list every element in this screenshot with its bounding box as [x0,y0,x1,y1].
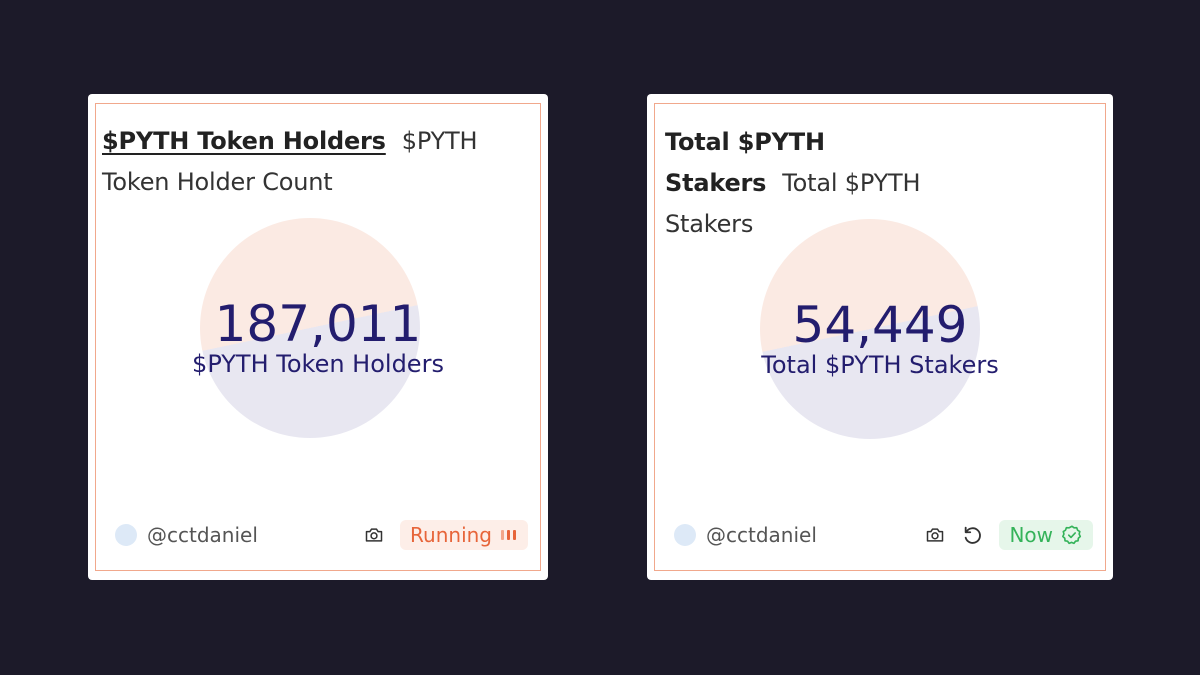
total-stakers-card: Total $PYTH Stakers Total $PYTH Stakers 5… [647,94,1113,580]
card-tools: Now [923,519,1093,551]
status-text: Running [410,523,492,547]
running-bars-icon [500,527,518,543]
card-title: $PYTH Token Holders $PYTH Token Holder Co… [102,121,482,203]
card-description: Total $PYTH Stakers [665,169,921,238]
token-holders-card: $PYTH Token Holders $PYTH Token Holder Co… [88,94,548,580]
author[interactable]: @cctdaniel [674,523,817,547]
author-handle: @cctdaniel [706,523,817,547]
card-description: $PYTH Token Holder Count [102,127,478,196]
author[interactable]: @cctdaniel [115,523,258,547]
counter-label: $PYTH Token Holders [192,350,444,378]
card-footer: @cctdaniel Now [667,519,1093,551]
camera-icon[interactable] [923,523,947,547]
refresh-icon[interactable] [961,523,985,547]
status-text: Now [1009,523,1053,547]
counter-background-circle [760,219,980,439]
card-tools: Running [362,519,528,551]
counter-stat: 187,011 $PYTH Token Holders [88,296,548,378]
counter-stat: 54,449 Total $PYTH Stakers [647,297,1113,379]
author-handle: @cctdaniel [147,523,258,547]
counter-value: 54,449 [792,296,968,354]
card-frame [95,103,541,571]
card-title-text: Total $PYTH Stakers [665,128,825,197]
card-frame [654,103,1106,571]
card-title-link[interactable]: $PYTH Token Holders [102,127,386,155]
avatar [674,524,696,546]
status-badge-now: Now [999,520,1093,550]
counter-background-circle [200,218,420,438]
camera-icon[interactable] [362,523,386,547]
card-title: Total $PYTH Stakers Total $PYTH Stakers [665,122,1005,245]
verified-check-icon [1061,524,1083,546]
avatar [115,524,137,546]
counter-value: 187,011 [214,295,422,353]
card-footer: @cctdaniel Running [108,519,528,551]
status-badge-running: Running [400,520,528,550]
counter-label: Total $PYTH Stakers [761,351,999,379]
